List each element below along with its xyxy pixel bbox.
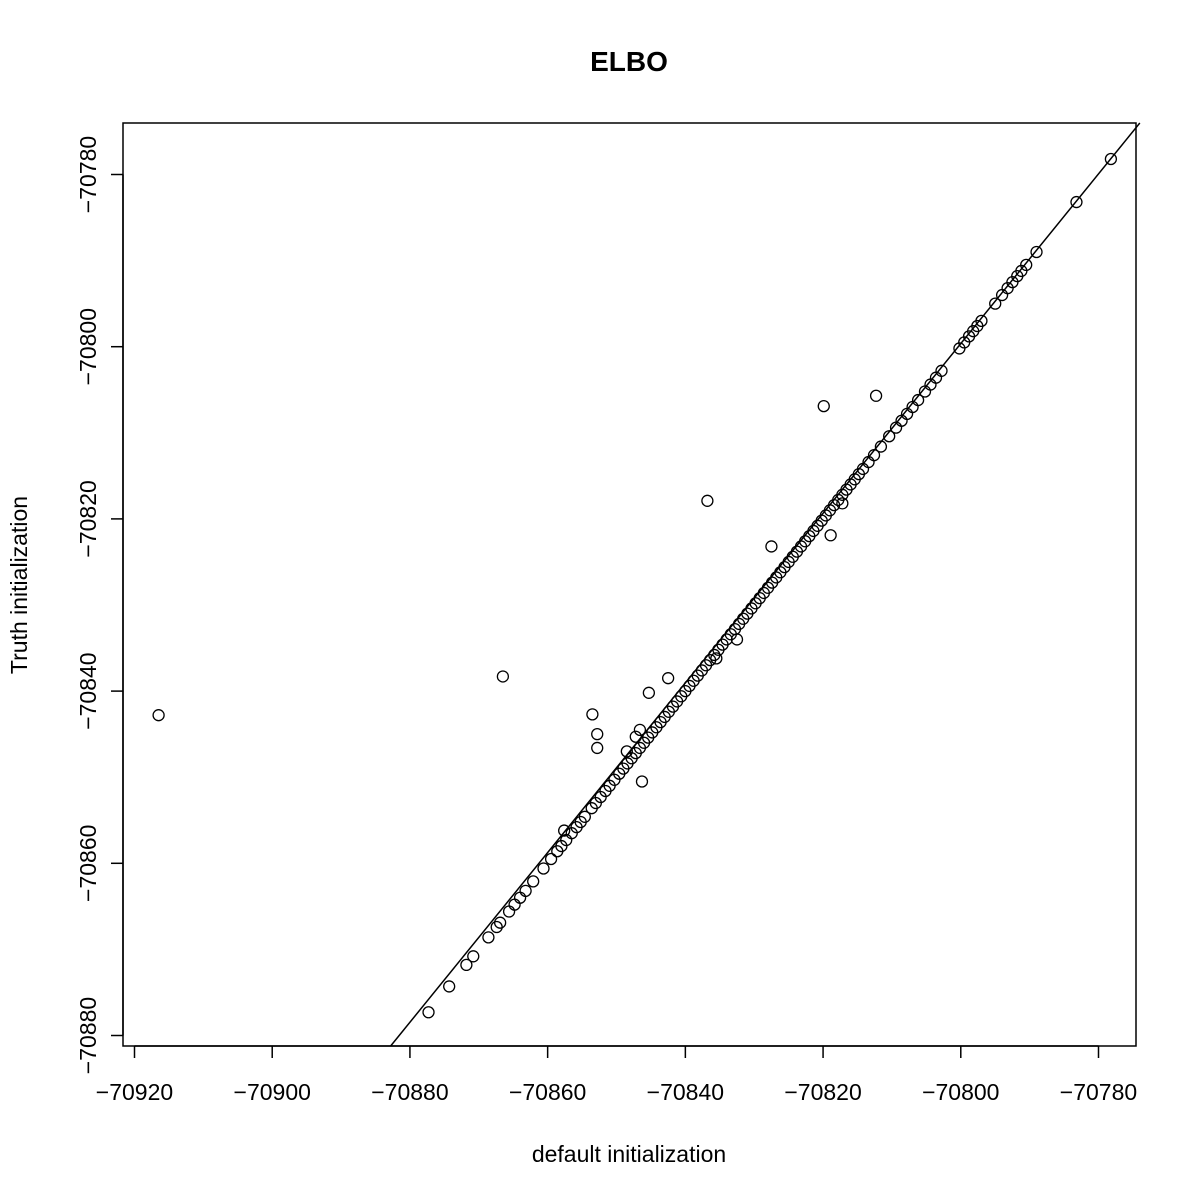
data-point <box>443 980 456 993</box>
data-point <box>591 741 604 755</box>
x-tick-label: −70900 <box>234 1079 311 1105</box>
data-point <box>874 440 888 453</box>
data-point <box>710 652 723 665</box>
data-point <box>537 862 550 875</box>
data-point <box>493 916 507 929</box>
data-point <box>467 950 480 963</box>
y-axis-label: Truth initialization <box>6 496 32 674</box>
data-point <box>661 672 675 685</box>
reference-line-group <box>390 122 1141 1047</box>
data-point <box>422 1006 435 1019</box>
data-point <box>513 891 527 904</box>
data-point <box>502 905 516 918</box>
data-point <box>490 920 503 934</box>
y-tick-label: −70880 <box>75 997 101 1074</box>
data-point <box>635 775 649 788</box>
data-point <box>995 288 1009 302</box>
data-point <box>989 297 1002 310</box>
data-point <box>642 686 656 699</box>
x-tick-label: −70880 <box>371 1079 448 1105</box>
data-point <box>633 723 647 736</box>
plot-area <box>122 122 1141 1047</box>
y-axis: −70880 −70860 −70840 −70820 −70800 −70780 <box>75 136 124 1074</box>
data-point <box>591 728 604 741</box>
data-point <box>558 824 571 837</box>
data-point <box>765 540 778 553</box>
plot-frame <box>122 122 1137 1047</box>
data-point <box>867 449 881 462</box>
data-point <box>1070 195 1083 209</box>
data-point <box>496 670 510 683</box>
data-point <box>701 494 714 507</box>
x-tick-label: −70840 <box>647 1079 724 1105</box>
x-tick-label: −70820 <box>784 1079 861 1105</box>
data-point <box>586 708 599 721</box>
y-tick-label: −70840 <box>75 652 101 729</box>
x-tick-label: −70800 <box>922 1079 999 1105</box>
data-point <box>578 810 591 823</box>
data-point <box>935 364 948 377</box>
y-tick-label: −70780 <box>75 136 101 213</box>
data-point <box>824 529 837 542</box>
reference-line <box>390 122 1141 1047</box>
data-point <box>911 393 925 407</box>
x-tick-label: −70780 <box>1060 1079 1137 1105</box>
data-point <box>482 931 495 944</box>
data-point <box>869 389 883 402</box>
data-point <box>836 497 849 510</box>
data-point <box>1104 152 1118 166</box>
data-point <box>460 958 473 972</box>
data-point <box>817 399 830 413</box>
data-point <box>883 430 896 443</box>
data-points <box>152 152 1118 1019</box>
y-tick-label: −70860 <box>75 825 101 902</box>
y-tick-label: −70800 <box>75 308 101 385</box>
x-tick-label: −70860 <box>509 1079 586 1105</box>
data-point <box>730 633 744 646</box>
x-axis: −70920 −70900 −70880 −70860 −70840 −70820 −708… <box>96 1045 1137 1105</box>
data-point <box>1030 245 1043 259</box>
data-point <box>519 884 532 898</box>
data-point <box>152 709 165 722</box>
chart-title: ELBO <box>590 46 668 77</box>
y-tick-label: −70820 <box>75 480 101 557</box>
data-point <box>975 314 988 328</box>
data-point <box>508 898 521 911</box>
x-axis-label: default initialization <box>532 1141 726 1167</box>
x-tick-label: −70920 <box>96 1079 173 1105</box>
data-point <box>620 745 633 758</box>
data-point <box>544 852 558 866</box>
data-point <box>527 875 540 888</box>
data-point <box>1020 258 1033 272</box>
data-point <box>629 730 642 743</box>
